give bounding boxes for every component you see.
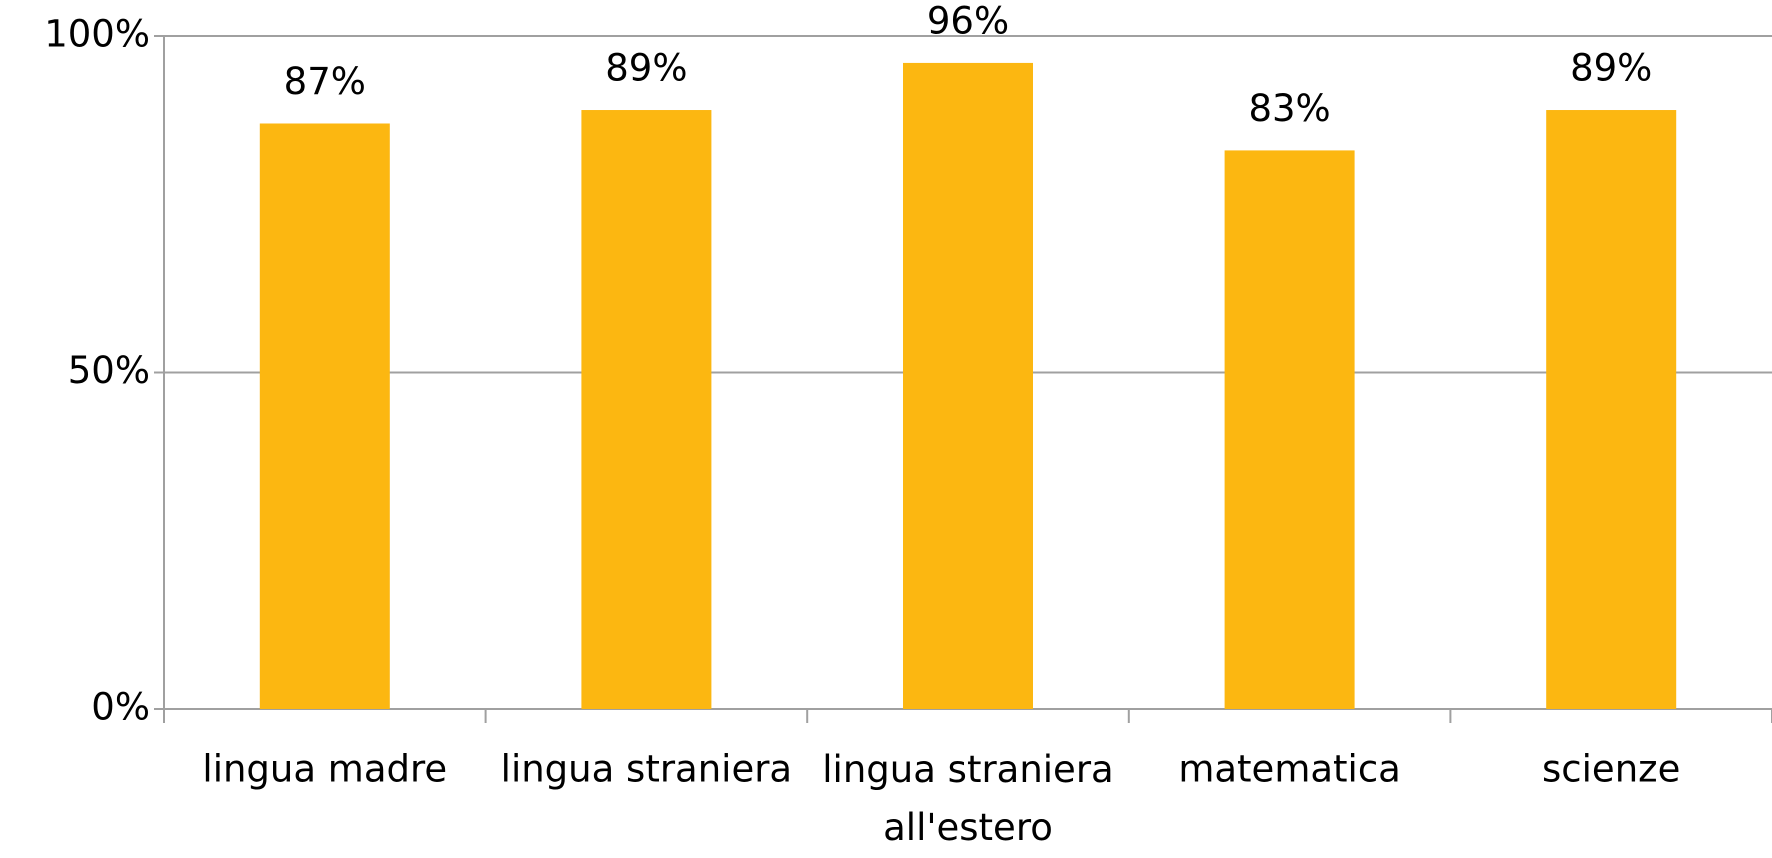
y-tick-label: 100% — [44, 13, 150, 56]
value-label: 89% — [1570, 47, 1652, 90]
x-tick-label: lingua straniera all'estero — [822, 748, 1113, 849]
bar — [1546, 110, 1677, 709]
y-tick-label: 0% — [91, 686, 150, 729]
bar — [581, 110, 712, 709]
value-label: 96% — [927, 0, 1009, 42]
x-tick-label: lingua straniera — [501, 748, 792, 791]
value-label: 83% — [1248, 87, 1330, 130]
y-tick-label: 50% — [68, 349, 150, 392]
x-tick-label: lingua madre — [202, 748, 447, 791]
value-label: 87% — [284, 60, 366, 103]
bar — [1224, 150, 1355, 709]
value-label: 89% — [605, 47, 687, 90]
bar — [903, 62, 1033, 710]
x-tick-label: scienze — [1542, 748, 1680, 791]
bar — [259, 123, 390, 710]
x-tick-label: matematica — [1178, 748, 1401, 791]
